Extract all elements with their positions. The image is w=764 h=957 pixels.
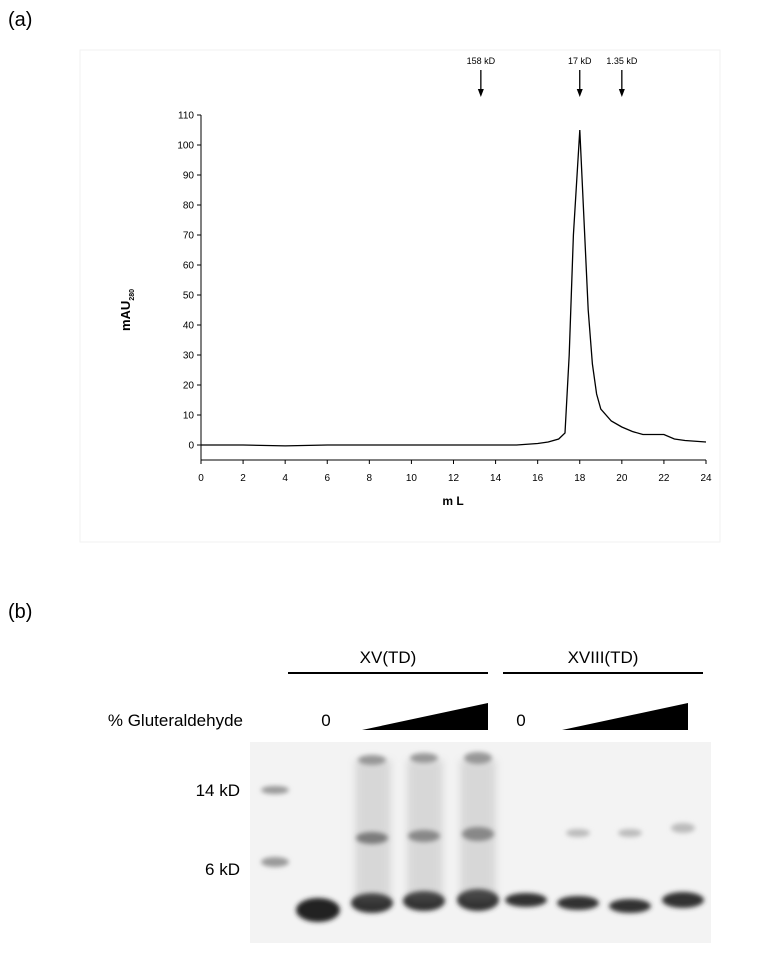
x-tick-label: 4 bbox=[282, 473, 288, 484]
gradient-wedge bbox=[362, 703, 488, 730]
x-tick-label: 20 bbox=[616, 473, 628, 484]
gel: XV(TD) XVIII(TD) % Gluteraldehyde 0 0 14… bbox=[108, 648, 711, 943]
panel-label: (a) bbox=[8, 9, 32, 31]
y-tick-label: 70 bbox=[183, 231, 195, 242]
y-tick-label: 50 bbox=[183, 291, 195, 302]
plot-frame bbox=[79, 49, 721, 543]
y-tick-label: 40 bbox=[183, 321, 195, 332]
marker-arrowhead bbox=[618, 89, 625, 97]
x-tick-label: 14 bbox=[490, 473, 502, 484]
panel-label: (b) bbox=[8, 601, 32, 623]
x-tick-label: 12 bbox=[448, 473, 460, 484]
y-tick-label: 60 bbox=[183, 261, 195, 272]
x-tick-label: 22 bbox=[658, 473, 670, 484]
reagent-label: % Gluteraldehyde bbox=[108, 711, 243, 730]
y-tick-label: 20 bbox=[183, 381, 195, 392]
x-tick-label: 16 bbox=[532, 473, 544, 484]
y-tick-label: 90 bbox=[183, 171, 195, 182]
x-tick-label: 8 bbox=[367, 473, 373, 484]
marker-label: 158 kD bbox=[467, 56, 496, 66]
zero-label: 0 bbox=[321, 711, 330, 730]
x-tick-label: 0 bbox=[198, 473, 204, 484]
x-axis-label: m L bbox=[442, 494, 463, 508]
marker-arrowhead bbox=[576, 89, 583, 97]
marker-label: 17 kD bbox=[568, 56, 592, 66]
group-label: XV(TD) bbox=[360, 648, 417, 667]
x-tick-label: 10 bbox=[406, 473, 418, 484]
data-line bbox=[201, 129, 707, 447]
size-label: 6 kD bbox=[205, 860, 240, 879]
y-axis-label: mAU280 bbox=[118, 289, 136, 331]
zero-label: 0 bbox=[516, 711, 525, 730]
y-axis-label-main: mAU bbox=[118, 301, 133, 331]
gradient-wedge bbox=[562, 703, 688, 730]
x-tick-label: 2 bbox=[240, 473, 246, 484]
x-tick-label: 24 bbox=[700, 473, 712, 484]
y-axis-label-subscript: 280 bbox=[129, 289, 136, 301]
y-tick-label: 80 bbox=[183, 201, 195, 212]
marker-arrowhead bbox=[477, 89, 484, 97]
y-tick-label: 30 bbox=[183, 351, 195, 362]
y-tick-label: 0 bbox=[188, 441, 194, 452]
marker-label: 1.35 kD bbox=[606, 56, 638, 66]
x-tick-label: 6 bbox=[324, 473, 330, 484]
y-tick-label: 110 bbox=[178, 111, 194, 122]
x-tick-label: 18 bbox=[574, 473, 586, 484]
y-tick-label: 100 bbox=[177, 141, 194, 152]
y-tick-label: 10 bbox=[183, 411, 195, 422]
size-label: 14 kD bbox=[196, 781, 240, 800]
group-label: XVIII(TD) bbox=[568, 648, 639, 667]
